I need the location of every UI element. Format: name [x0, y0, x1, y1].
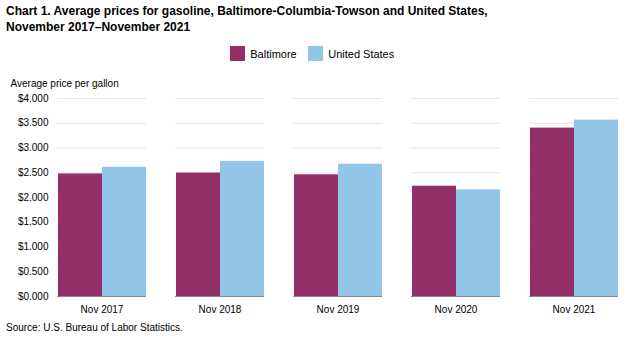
- svg-text:$0.500: $0.500: [18, 266, 49, 277]
- html-text:United States: United States: [328, 47, 395, 60]
- svg-text:$3.000: $3.000: [18, 142, 49, 153]
- svg-text:$0.000: $0.000: [18, 290, 49, 301]
- svg-text:$2.500: $2.500: [18, 167, 49, 178]
- svg-text:$1.500: $1.500: [18, 216, 49, 227]
- svg-text:$3.500: $3.500: [18, 117, 49, 128]
- svg-text:$1.000: $1.000: [18, 241, 49, 252]
- svg-text:$2.000: $2.000: [18, 191, 49, 202]
- svg-text:Nov 2021: Nov 2021: [553, 303, 596, 314]
- svg-text:Nov 2018: Nov 2018: [199, 303, 242, 314]
- svg-text:Average price per gallon: Average price per gallon: [11, 77, 119, 88]
- svg-text:Nov 2020: Nov 2020: [435, 303, 478, 314]
- svg-text:Nov 2019: Nov 2019: [317, 303, 360, 314]
- svg-text:Nov 2017: Nov 2017: [81, 303, 124, 314]
- svg-text:$4.000: $4.000: [18, 92, 49, 103]
- html-text:Chart 1. Average prices for ga: Chart 1. Average prices for gasoline, Ba…: [6, 4, 488, 34]
- html-text:Source: U.S. Bureau of Labor S: Source: U.S. Bureau of Labor Statistics.: [6, 321, 183, 333]
- html-text:Baltimore: Baltimore: [250, 47, 297, 60]
